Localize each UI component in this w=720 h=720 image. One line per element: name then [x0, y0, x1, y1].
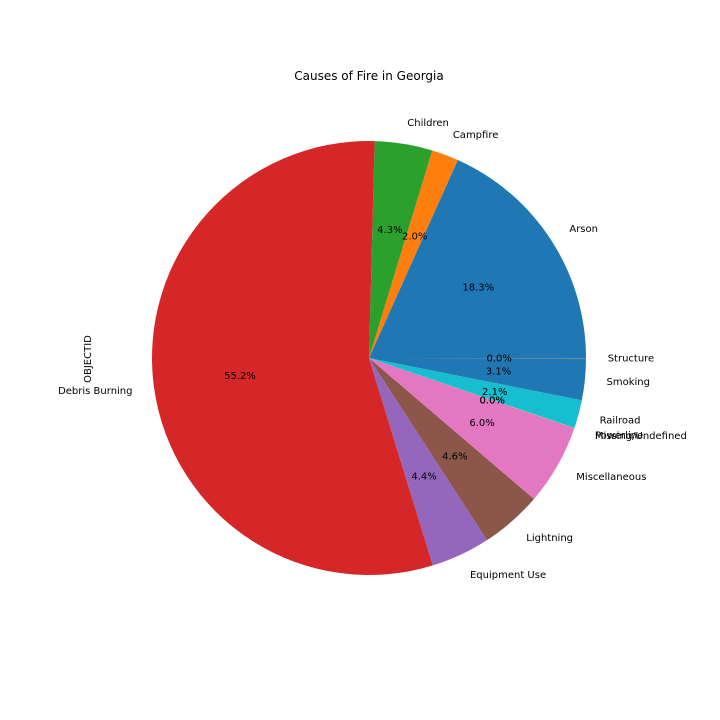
slice-label-powerline: Powerline: [595, 430, 643, 441]
y-axis-label: OBJECTID: [83, 335, 94, 383]
slice-percent-miscellaneous: 6.0%: [469, 418, 494, 429]
slice-label-arson: Arson: [569, 224, 598, 235]
pie-slice-debris-burning: [151, 141, 433, 576]
pie-slice-children: [369, 141, 433, 358]
chart-title: Causes of Fire in Georgia: [294, 69, 443, 83]
pie-slice-arson: [369, 160, 586, 358]
slice-label-smoking: Smoking: [607, 377, 650, 388]
pie-slice-powerline: [369, 358, 575, 429]
pie-slice-lightning: [369, 358, 534, 541]
slice-percent-lightning: 4.6%: [442, 451, 467, 462]
slice-percent-missing-undefined: 0.0%: [479, 396, 504, 407]
pie-slice-campfire: [369, 150, 458, 358]
slice-label-miscellaneous: Miscellaneous: [576, 472, 646, 483]
slice-percent-debris-burning: 55.2%: [224, 371, 256, 382]
pie-slice-miscellaneous: [369, 358, 575, 499]
pie-slice-missing-undefined: [369, 358, 575, 429]
slice-percent-railroad: 2.1%: [482, 387, 507, 398]
pie-labels: Arson 18.3% Campfire 2.0% Children 4.3% Debris…: [58, 118, 687, 581]
slice-label-equipment-use: Equipment Use: [470, 570, 546, 581]
slice-percent-structure: 0.0%: [486, 354, 511, 365]
slice-percent-campfire: 2.0%: [402, 232, 427, 243]
pie-slice-railroad: [369, 358, 582, 428]
slice-label-debris-burning: Debris Burning: [58, 386, 132, 397]
slice-label-structure: Structure: [608, 354, 655, 365]
slice-percent-children: 4.3%: [377, 225, 402, 236]
slice-percent-smoking: 3.1%: [486, 366, 511, 377]
slice-label-missing-undefined: Missing/Undefined: [595, 431, 687, 442]
slice-percent-powerline: 0.0%: [480, 395, 505, 406]
slice-label-railroad: Railroad: [600, 415, 641, 426]
pie-slices: [151, 141, 586, 576]
pie-slice-equipment-use: [369, 358, 487, 566]
slice-label-lightning: Lightning: [526, 533, 573, 544]
slice-percent-arson: 18.3%: [462, 283, 494, 294]
slice-label-children: Children: [407, 118, 449, 129]
slice-label-campfire: Campfire: [453, 130, 499, 141]
pie-slice-smoking: [369, 358, 586, 401]
slice-percent-equipment-use: 4.4%: [411, 471, 436, 482]
